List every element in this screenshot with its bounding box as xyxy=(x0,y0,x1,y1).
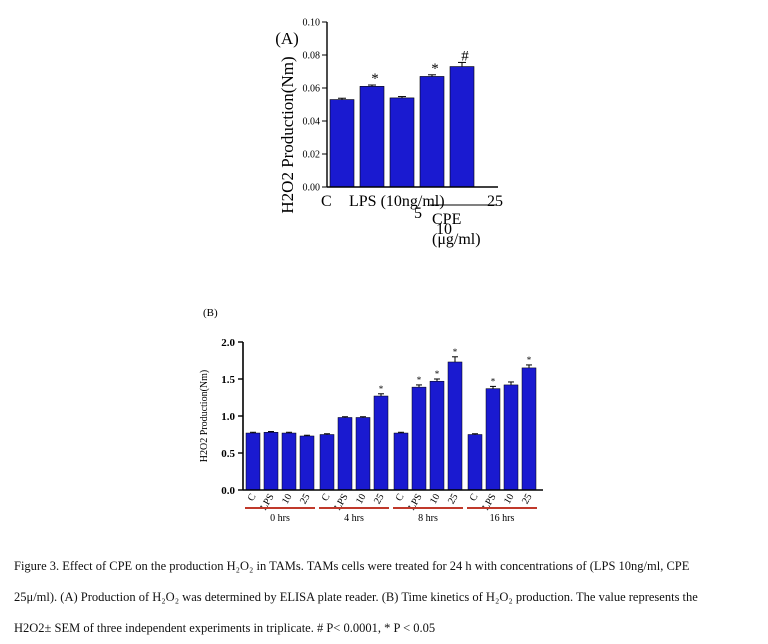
chart-b: 0.00.51.01.52.0 ****** C LPS 10 25 C LPS 10 25 C… xyxy=(221,337,537,524)
chart-b-bar xyxy=(337,417,353,491)
chart-b-bar xyxy=(245,432,261,491)
caption-line-3: H2O2± SEM of three independent experimen… xyxy=(14,621,436,635)
chart-b-bar xyxy=(299,435,315,491)
chart-b-bar xyxy=(319,434,335,491)
chart-b-bar xyxy=(373,395,389,491)
chart-b-bar xyxy=(447,361,463,491)
chart-b-ytick-label: 2.0 xyxy=(221,337,235,349)
chart-b-annotation: * xyxy=(379,384,384,394)
chart-a-annotation: # xyxy=(461,48,469,64)
chart-b-bar xyxy=(281,432,297,491)
chart-a-bar xyxy=(329,99,355,188)
caption-line-1: Figure 3. Effect of CPE on the productio… xyxy=(14,559,690,573)
chart-b-xtick-label: 25 xyxy=(446,492,461,506)
chart-b-xtick-label: C xyxy=(468,492,481,504)
chart-a-cpe-label-2: (μg/ml) xyxy=(432,231,481,248)
chart-a-panel-label: (A) xyxy=(275,29,299,48)
chart-b-annotation: * xyxy=(435,369,440,379)
chart-b-xtick-label: 25 xyxy=(520,492,535,506)
chart-b-bar xyxy=(503,384,519,491)
chart-b-xtick-label: 10 xyxy=(280,492,295,506)
panel-b-label: (B) xyxy=(203,307,218,319)
chart-a-ytick-label: 0.00 xyxy=(303,183,321,194)
chart-a-xtick-label: 5 xyxy=(414,205,422,222)
chart-b-ytick-label: 0.5 xyxy=(221,448,235,460)
chart-a-ytick-label: 0.10 xyxy=(303,18,321,29)
chart-b-xtick-label: 10 xyxy=(502,492,517,506)
chart-a-annotation: * xyxy=(371,71,379,87)
chart-b-bar xyxy=(355,417,371,491)
chart-b-annotation: * xyxy=(453,347,458,357)
chart-a-bar xyxy=(359,86,385,188)
chart-b-bar xyxy=(429,380,445,491)
chart-b-ytick-label: 1.0 xyxy=(221,411,235,423)
chart-b-bar xyxy=(521,367,537,491)
chart-b-xtick-label: C xyxy=(246,492,259,504)
chart-b-group-label: 0 hrs xyxy=(270,513,290,524)
chart-b-annotation: * xyxy=(491,376,496,386)
chart-b-ytick-label: 0.0 xyxy=(221,485,235,497)
chart-b-xtick-label: 10 xyxy=(428,492,443,506)
chart-a-annotation: * xyxy=(431,61,439,77)
chart-b-bar xyxy=(467,434,483,491)
chart-b-bar xyxy=(263,432,279,491)
chart-a-cpe-label: CPE xyxy=(432,211,461,228)
chart-a-ytick-label: 0.06 xyxy=(303,84,321,95)
chart-b-annotation: * xyxy=(417,375,422,385)
caption-line-2: 25μ/ml). (A) Production of H₂O₂ was dete… xyxy=(14,590,698,604)
chart-b-bar xyxy=(485,388,501,491)
chart-b-bar xyxy=(393,432,409,491)
chart-b-xtick-label: C xyxy=(320,492,333,504)
chart-a-bar xyxy=(419,76,445,188)
chart-b-xtick-label: 10 xyxy=(354,492,369,506)
chart-a-xtick-label: LPS (10ng/ml) xyxy=(349,193,445,210)
chart-b-group-label: 16 hrs xyxy=(490,513,515,524)
chart-a-xtick-label: C xyxy=(321,193,332,210)
chart-a-ytick-label: 0.04 xyxy=(303,117,321,128)
chart-a-ytick-label: 0.02 xyxy=(303,150,321,161)
chart-b-group-label: 8 hrs xyxy=(418,513,438,524)
chart-b-group-label: 4 hrs xyxy=(344,513,364,524)
chart-a-bar xyxy=(449,66,475,188)
chart-a-bar xyxy=(389,97,415,188)
chart-b-annotation: * xyxy=(527,355,532,365)
chart-a-ytick-label: 0.08 xyxy=(303,51,321,62)
chart-b-xtick-label: LPS xyxy=(480,492,498,512)
chart-b-xtick-label: 25 xyxy=(298,492,313,506)
chart-b-xtick-label: 25 xyxy=(372,492,387,506)
chart-b-xtick-label: LPS xyxy=(258,492,276,512)
chart-b-ytick-label: 1.5 xyxy=(221,374,235,386)
chart-a-xtick-label: 10 xyxy=(436,221,452,238)
chart-a-xtick-label: 25 xyxy=(487,193,503,210)
chart-a: 0.00 0.02 0.04 0.06 0.08 0.10 * * # C LPS (10ng/… xyxy=(303,18,504,239)
chart-b-ylabel: H2O2 Production(Nm) xyxy=(199,370,210,463)
chart-b-xtick-label: LPS xyxy=(332,492,350,512)
chart-b-xtick-label: LPS xyxy=(406,492,424,512)
chart-b-xtick-label: C xyxy=(394,492,407,504)
chart-a-ylabel: H2O2 Production(Nm) xyxy=(278,56,297,213)
chart-b-bar xyxy=(411,386,427,491)
